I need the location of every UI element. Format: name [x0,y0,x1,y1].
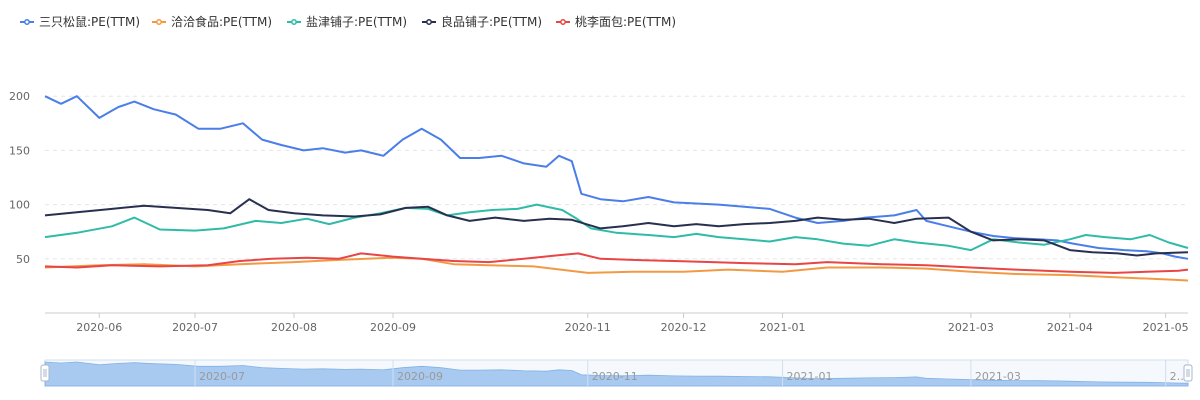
x-axis: 2020-06 2020-07 2020-08 2020-09 2020-11 2020-… [45,312,1189,334]
zoom-preview-area [44,361,1189,387]
x-tick-label: 2021-01 [760,321,806,334]
zoom-handle[interactable] [1183,364,1193,382]
legend-label: 桃李面包:PE(TTM) [575,14,676,29]
legend-marker-icon [291,19,297,25]
y-tick-label: 200 [9,90,30,103]
legend-marker-icon [560,19,566,25]
legend-marker-icon [24,19,30,25]
series-line [44,256,1189,282]
x-tick-label: 2020-07 [172,321,218,334]
datazoom-slider[interactable]: 2020-07 2020-09 2020-11 2021-01 2021-03 2… [40,359,1193,387]
y-tick-label: 50 [16,253,30,266]
x-tick-label: 2021-04 [1047,321,1093,334]
y-gridlines [45,95,1188,260]
zoom-date-label: 2020-09 [397,370,443,383]
x-tick-label: 2020-08 [271,321,317,334]
y-axis-ticks: 50 100 150 200 [9,90,30,266]
series-line [44,252,1189,274]
legend-item[interactable]: 三只松鼠:PE(TTM) [20,15,140,29]
x-tick-label: 2021-05 [1143,321,1189,334]
legend-item[interactable]: 桃李面包:PE(TTM) [556,14,676,29]
legend-label: 三只松鼠:PE(TTM) [39,15,140,29]
legend-label: 洽洽食品:PE(TTM) [171,14,272,29]
x-tick-label: 2020-09 [370,321,416,334]
zoom-date-label: 2… [1170,370,1188,383]
zoom-date-label: 2020-07 [199,370,245,383]
series-lines [44,95,1189,282]
zoom-handle[interactable] [40,364,50,382]
zoom-date-label: 2021-01 [787,370,833,383]
zoom-date-label: 2020-11 [592,370,638,383]
series-line [44,95,1189,260]
y-tick-label: 150 [9,144,30,157]
legend-label: 盐津铺子:PE(TTM) [306,15,407,29]
legend-marker-icon [156,19,162,25]
chart-legend: 三只松鼠:PE(TTM) 洽洽食品:PE(TTM) 盐津铺子:PE(TTM) 良品铺子… [20,14,676,29]
legend-label: 良品铺子:PE(TTM) [441,14,542,29]
legend-item[interactable]: 洽洽食品:PE(TTM) [152,14,272,29]
legend-marker-icon [426,19,432,25]
legend-item[interactable]: 良品铺子:PE(TTM) [422,14,542,29]
x-tick-label: 2020-06 [76,321,122,334]
series-line [44,203,1189,252]
x-tick-label: 2020-11 [565,321,611,334]
y-tick-label: 100 [9,199,30,212]
x-tick-label: 2021-03 [948,321,994,334]
zoom-date-label: 2021-03 [975,370,1021,383]
series-line [44,198,1189,257]
x-tick-label: 2020-12 [661,321,707,334]
legend-item[interactable]: 盐津铺子:PE(TTM) [287,15,407,29]
